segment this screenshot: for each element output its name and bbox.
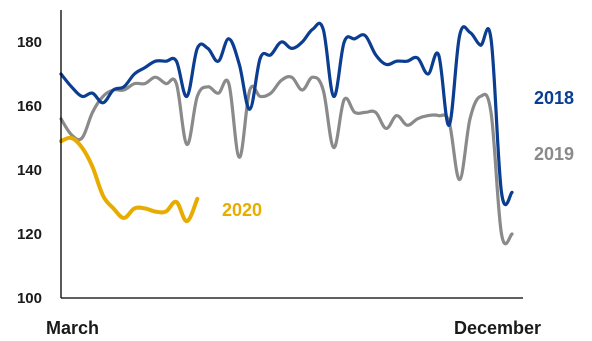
y-tick-label: 180 xyxy=(17,34,42,51)
x-tick-label-start: March xyxy=(46,318,99,338)
y-tick-label: 120 xyxy=(17,226,42,243)
series-line-2020 xyxy=(59,135,200,224)
y-tick-label: 100 xyxy=(17,290,42,307)
y-tick-label: 160 xyxy=(17,98,42,115)
series-label-2018: 2018 xyxy=(534,88,574,108)
x-tick-label-end: December xyxy=(454,318,541,338)
y-axis-ticks: 100 120 140 160 180 xyxy=(17,34,42,307)
series-label-2020: 2020 xyxy=(222,200,262,220)
y-tick-label: 140 xyxy=(17,162,42,179)
series-labels: 2019 2018 2020 xyxy=(222,88,574,220)
series-label-2019: 2019 xyxy=(534,144,574,164)
series-lines xyxy=(59,21,514,246)
series-line-2018 xyxy=(59,21,514,207)
series-line-2019 xyxy=(59,74,514,246)
